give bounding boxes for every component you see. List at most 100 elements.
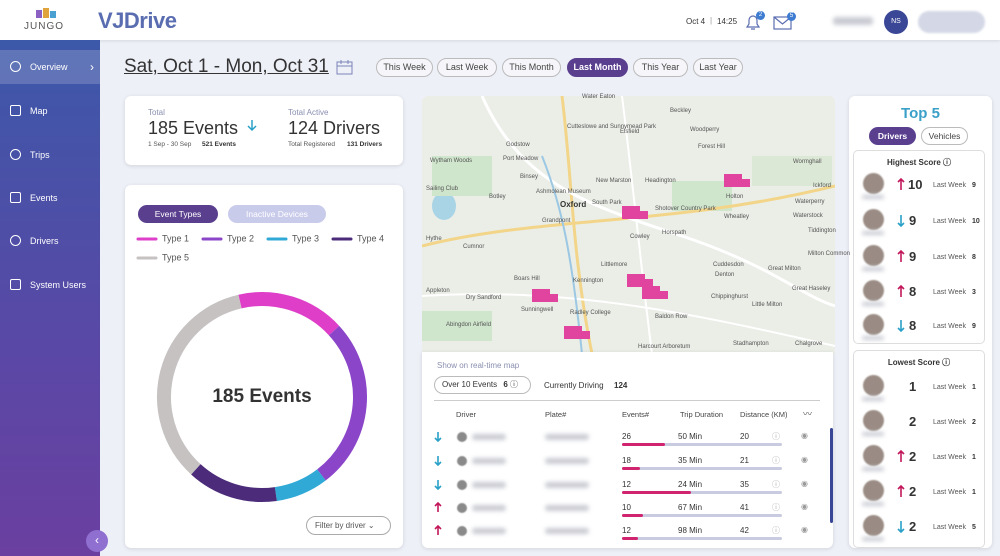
last-week-label: Last Week: [933, 454, 966, 461]
period-filter[interactable]: This Month: [502, 58, 561, 77]
view-icon: ◉: [801, 502, 808, 511]
map-place-label: Binsey: [520, 174, 539, 180]
top5-tab[interactable]: Vehicles: [921, 127, 968, 145]
logo-icon: [36, 8, 56, 18]
progress-bar: [622, 514, 643, 517]
sidebar: [0, 40, 100, 556]
nav-item[interactable]: Trips: [0, 138, 100, 172]
arrow: [897, 285, 905, 297]
trend-up-icon: [897, 485, 905, 497]
events-count: 12: [622, 480, 631, 489]
app-name: VJDrive: [98, 8, 177, 33]
highest-box: [853, 150, 985, 344]
period-filter[interactable]: This Week: [376, 58, 433, 77]
map: [422, 96, 835, 354]
distance: 41: [740, 503, 749, 512]
blurred-plate: [545, 434, 589, 440]
filter-driver-button[interactable]: Filter by driver ⌄: [306, 516, 391, 535]
donut-segment: [274, 469, 326, 501]
period-filter[interactable]: Last Year: [693, 58, 743, 77]
realtime-title: Show on real-time map: [437, 361, 520, 370]
map-place-label: Godstow: [506, 142, 530, 148]
period-filter[interactable]: Last Week: [437, 58, 497, 77]
top5-tab[interactable]: Drivers: [869, 127, 916, 145]
map-place-label: Harcourt Arboretum: [638, 344, 691, 350]
map-place-label: Botley: [489, 194, 506, 200]
trend-down-icon: [247, 120, 257, 132]
distance: 35: [740, 480, 749, 489]
map-place-label: Headington: [645, 178, 676, 184]
divider: [434, 400, 820, 401]
driver-photo: [863, 280, 884, 301]
over-count: 6: [503, 380, 508, 389]
score: 9: [909, 249, 917, 264]
driver-photo: [863, 375, 884, 396]
last-week-score: 1: [972, 454, 976, 461]
map-place-label: Littlemore: [601, 262, 628, 268]
driver-avatar: [457, 480, 467, 490]
legend-label: Type 1: [162, 233, 189, 243]
donut-segment: [317, 325, 367, 481]
over-events-filter[interactable]: Over 10 Events 6 ⓘ: [434, 376, 531, 394]
last-week-score: 9: [972, 182, 976, 189]
driver-avatar: [457, 432, 467, 442]
info-icon: ⓘ: [772, 503, 780, 512]
last-week-label: Last Week: [933, 289, 966, 296]
duration: 50 Min: [678, 432, 703, 441]
period-filter[interactable]: This Year: [633, 58, 688, 77]
last-week-label: Last Week: [933, 489, 966, 496]
period-filter[interactable]: Last Month: [567, 58, 628, 77]
last-week-label: Last Week: [933, 419, 966, 426]
nav-icon: [10, 235, 21, 246]
nav-item[interactable]: Map: [0, 94, 100, 128]
summary-card: [125, 96, 403, 165]
map-place-label: Ickford: [813, 183, 832, 189]
tab-event-types[interactable]: Event Types: [138, 205, 218, 223]
driver-photo: [863, 245, 884, 266]
last-week-score: 1: [972, 384, 976, 391]
progress-track: [622, 467, 782, 470]
score: 2: [909, 414, 917, 429]
arrow: [897, 450, 905, 462]
nav-item[interactable]: Events: [0, 181, 100, 215]
trend-up-icon: [897, 285, 905, 297]
map-place-label: Little Milton: [752, 302, 783, 308]
blurred-name: [472, 528, 506, 534]
avatar[interactable]: NS: [884, 10, 908, 34]
map-place-label: Radley College: [570, 310, 611, 316]
info-icon: ⓘ: [772, 456, 780, 465]
tab-inactive-devices[interactable]: Inactive Devices: [228, 205, 326, 223]
last-week-label: Last Week: [933, 323, 966, 330]
nav-label: Map: [30, 106, 48, 116]
lowest-box: [853, 350, 985, 548]
highest-title: Highest Score ⓘ: [886, 158, 952, 167]
nav-item[interactable]: Overview ›: [0, 50, 100, 84]
active-drivers: 124 Drivers: [288, 118, 381, 138]
nav-item[interactable]: System Users: [0, 268, 100, 302]
driver-avatar: [457, 503, 467, 513]
last-week-label: Last Week: [933, 254, 966, 261]
driving-label: Currently Driving: [544, 381, 604, 390]
nav-icon: [10, 279, 21, 290]
collapse-button[interactable]: ‹: [86, 530, 108, 552]
last-week-label: Last Week: [933, 524, 966, 531]
last-week-score: 3: [972, 289, 976, 296]
map-place-label: Cuddesdon: [713, 262, 744, 268]
blurred-caption: [862, 432, 884, 436]
total-events: 185 Events: [148, 118, 239, 138]
view-icon: ◉: [801, 479, 808, 488]
map-place-label: Forest Hill: [698, 144, 726, 150]
blurred-user: [833, 17, 873, 25]
trend-down-icon: [897, 521, 905, 533]
legend-label: Type 2: [227, 233, 254, 243]
time: 14:25: [717, 17, 738, 26]
calendar-icon[interactable]: [336, 59, 354, 76]
bell-icon[interactable]: [744, 12, 762, 32]
arrow: [434, 456, 442, 466]
map-place-label: Oxford: [560, 200, 587, 209]
score: 2: [909, 484, 917, 499]
nav-item[interactable]: Drivers: [0, 224, 100, 258]
trend-down-icon: [434, 456, 442, 466]
separator: |: [710, 16, 713, 25]
notification-badge: 2: [756, 11, 765, 20]
